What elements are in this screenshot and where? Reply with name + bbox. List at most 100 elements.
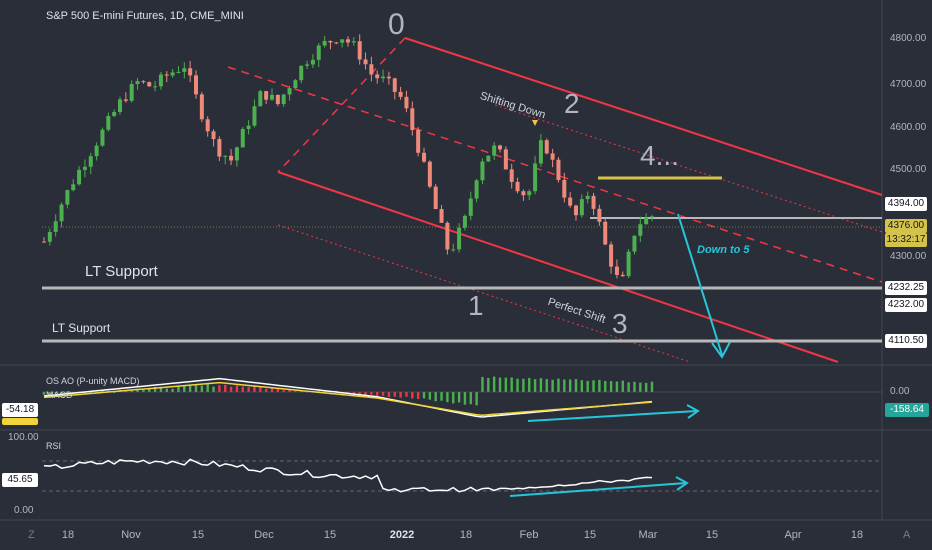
macd-bar: [539, 378, 543, 392]
macd-bar: [586, 380, 589, 392]
candle-body: [404, 96, 409, 109]
macd-value-tag: -158.64: [885, 403, 929, 417]
macd-bar: [66, 392, 69, 394]
candle-body: [240, 128, 245, 148]
candle-body: [462, 215, 467, 228]
macd-bar: [592, 380, 595, 392]
auto-scale-icon[interactable]: A: [903, 529, 911, 541]
arrow-head: [686, 404, 700, 419]
macd-subtitle: MACD: [46, 390, 73, 400]
macd-bar: [177, 385, 180, 392]
candle-body: [129, 83, 134, 101]
macd-bar: [633, 381, 636, 392]
candle-body: [568, 197, 573, 206]
macd-bar: [224, 384, 227, 392]
macd-bar: [405, 392, 408, 397]
macd-left-marker: [2, 418, 38, 425]
lower-channel-line: [277, 171, 839, 363]
macd-bar: [259, 387, 262, 392]
macd-bar: [253, 385, 256, 392]
candle-body: [246, 125, 251, 129]
chart-title: S&P 500 E-mini Futures, 1D, CME_MINI: [46, 10, 244, 22]
macd-bar: [241, 386, 244, 392]
candle-body: [597, 208, 602, 222]
dotted-line-upper: [494, 104, 883, 233]
candle-body: [258, 91, 263, 107]
macd-bar: [446, 392, 449, 403]
candle-body: [182, 68, 187, 72]
rsi-value-tag: 45.65: [2, 473, 38, 487]
macd-bar: [183, 385, 186, 392]
macd-bar: [323, 391, 326, 393]
candle-body: [88, 156, 93, 167]
candle-body: [176, 71, 181, 73]
macd-bar: [194, 385, 198, 392]
candle-body: [474, 180, 479, 199]
candle-body: [77, 169, 82, 185]
candle-body: [287, 88, 292, 95]
candle-body: [445, 222, 450, 250]
price-tick: 4500.00: [890, 164, 927, 175]
candle-body: [468, 198, 473, 216]
candle-body: [194, 75, 198, 95]
candle-body: [410, 108, 415, 130]
candle-body: [427, 161, 432, 187]
macd-bar: [533, 379, 537, 392]
macd-bar: [171, 388, 174, 392]
level-tag-4110-50: 4110.50: [885, 334, 927, 348]
macd-bar: [399, 392, 402, 398]
down-to-5-arrow: [677, 213, 731, 359]
candle-body: [252, 106, 257, 126]
last-price-tag: 4376.00: [885, 219, 927, 233]
candle-body: [164, 74, 169, 76]
candle-body: [533, 163, 538, 192]
candle-body: [451, 249, 456, 251]
macd-bar: [153, 386, 157, 392]
arrow-head: [711, 341, 731, 359]
candle-body: [94, 145, 99, 157]
arrow-head: [675, 476, 689, 491]
macd-bar: [580, 380, 584, 392]
arrow-shaft: [527, 410, 698, 422]
candle-body: [188, 68, 193, 76]
macd-bar: [457, 392, 461, 403]
candle-body: [59, 204, 64, 222]
candle-body: [392, 78, 397, 92]
macd-bar: [440, 392, 443, 401]
macd-bar: [492, 376, 496, 392]
candle-body: [650, 216, 654, 218]
macd-bar: [615, 381, 619, 392]
macd-bar: [276, 387, 280, 392]
candle-body: [123, 99, 128, 101]
candle-body: [609, 244, 614, 267]
candle-body: [381, 76, 386, 79]
macd-bar: [574, 379, 578, 392]
candle-body: [644, 217, 649, 225]
macd-bar: [434, 392, 437, 402]
candle-body: [293, 80, 298, 89]
macd-bar: [370, 392, 373, 395]
macd-bar: [504, 377, 508, 392]
x-tick: 18: [850, 529, 864, 541]
rsi-bottom-label: 0.00: [14, 505, 34, 516]
wave-1-label: 1: [468, 290, 484, 321]
candle-body: [346, 39, 350, 43]
candle-body: [521, 191, 526, 196]
candle-body: [638, 224, 643, 236]
macd-bar: [422, 392, 426, 399]
candle-body: [375, 74, 380, 79]
candle-body: [585, 195, 590, 200]
candle-body: [591, 195, 596, 209]
macd-bar: [212, 386, 215, 392]
candle-body: [270, 94, 274, 100]
down-to-5-label: Down to 5: [697, 244, 750, 256]
macd-bar: [516, 378, 519, 392]
macd-bar: [42, 392, 46, 395]
candle-body: [135, 81, 140, 84]
timezone-icon[interactable]: Z: [28, 529, 35, 541]
macd-title: OS AO (P-unity MACD): [46, 376, 140, 386]
price-tick: 4300.00: [890, 251, 927, 262]
candle-body: [217, 139, 222, 157]
candle-body: [515, 181, 520, 192]
